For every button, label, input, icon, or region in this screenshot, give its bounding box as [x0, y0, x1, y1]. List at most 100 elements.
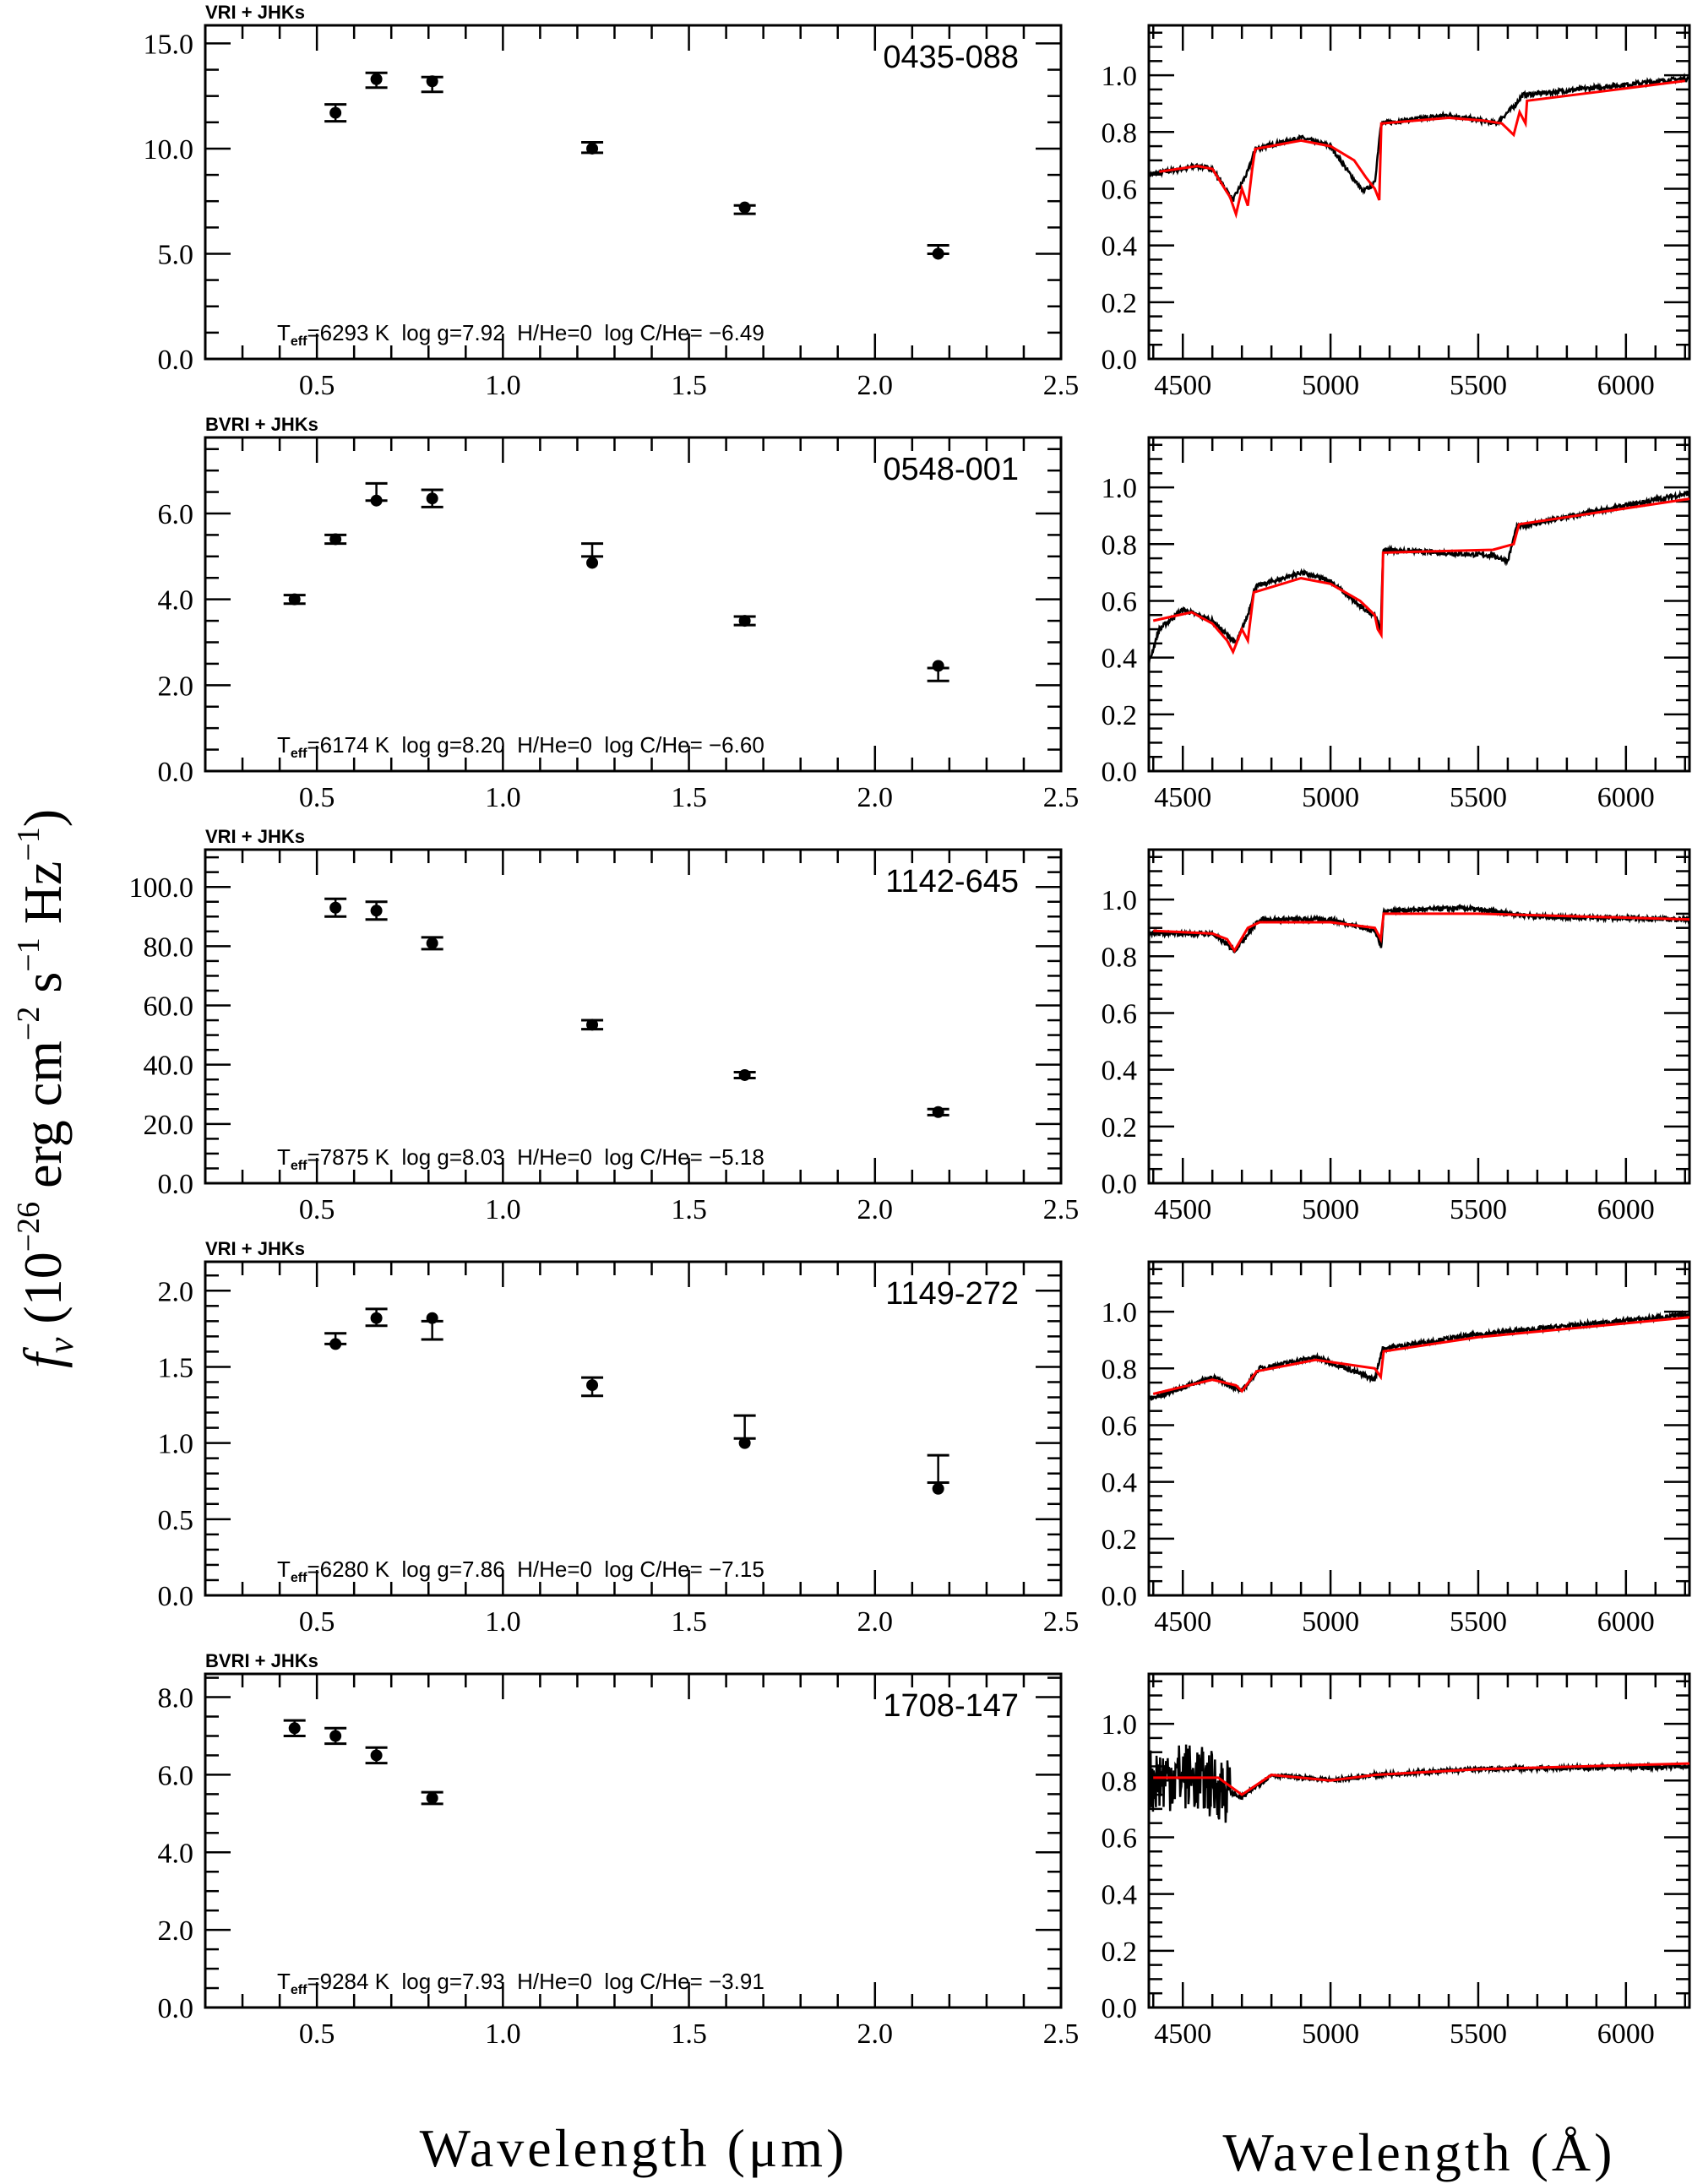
spectrum-panel-1: 4500 5000 5500 6000 0.0 0.2 0.4 0.6 0.8 1.0 [1102, 24, 1691, 401]
data-point [927, 1106, 949, 1118]
x-tick-label: 5000 [1302, 782, 1359, 813]
plot-frame [204, 24, 1063, 361]
y-tick-label: 0.0 [1102, 345, 1138, 376]
y-tick-label: 0.0 [1102, 757, 1138, 788]
x-tick-label: 2.5 [1043, 782, 1080, 813]
y-tick-label: 0.0 [158, 1993, 194, 2024]
x-tick-label: 4500 [1154, 2018, 1211, 2050]
plot-frame [1147, 24, 1691, 361]
x-tick-label: 1.0 [485, 2018, 521, 2050]
x-tick-label: 0.5 [299, 370, 335, 401]
y-tick-label: 4.0 [158, 1838, 194, 1869]
y-tick-label: 0.6 [1102, 1410, 1138, 1442]
x-tick-label: 5000 [1302, 2018, 1359, 2050]
y-tick-label: 1.0 [1102, 885, 1138, 916]
marker [288, 593, 301, 606]
y-axis-title: fν (10−26 erg cm−2 s−1 Hz−1) [11, 809, 81, 1368]
x-tick-label: 2.0 [857, 370, 894, 401]
y-tick-label: 15.0 [144, 29, 194, 60]
param-text: eff [291, 334, 307, 349]
x-tick-label: 2.0 [857, 1606, 894, 1638]
y-tick-label: 0.6 [1102, 998, 1138, 1030]
marker [932, 660, 944, 672]
x-tick-label: 1.5 [671, 370, 707, 401]
marker [586, 142, 599, 155]
data-point [421, 936, 443, 951]
fit-parameters: Teff=9284 K log g=7.93 H/He=0 log C/He= … [277, 1969, 764, 1997]
object-name: 1708-147 [883, 1688, 1019, 1724]
y-tick-label: 0.8 [1102, 530, 1138, 561]
y-tick-label: 0.4 [1102, 1468, 1138, 1499]
marker [370, 494, 383, 507]
x-tick-label: 1.0 [485, 370, 521, 401]
y-tick-label: 0.4 [1102, 1880, 1138, 1911]
y-tick-label: 0.5 [158, 1505, 194, 1536]
plot-frame [1147, 1260, 1691, 1597]
marker [329, 901, 342, 914]
data-point [283, 1719, 306, 1737]
x-tick-label: 5500 [1450, 782, 1507, 813]
x-tick-label: 5500 [1450, 1606, 1507, 1638]
marker [329, 1730, 342, 1742]
x-tick-label: 6000 [1597, 782, 1655, 813]
marker [329, 1338, 342, 1350]
data-point [927, 1453, 949, 1495]
plot-frame [204, 848, 1063, 1185]
marker [426, 937, 438, 949]
y-tick-label: 0.2 [1102, 1937, 1138, 1968]
y-tick-label: 1.5 [158, 1352, 194, 1383]
plot-frame [204, 1672, 1063, 2009]
bands-label: VRI + JHKs [205, 826, 305, 847]
x-axis-title-right: Wavelength (Å) [1223, 2122, 1616, 2182]
y-tick-label: 20.0 [144, 1110, 194, 1141]
y-tick-label: 2.0 [158, 1276, 194, 1307]
marker [738, 1068, 751, 1081]
data-point [324, 103, 347, 123]
photometry-panel-2: 0.5 1.0 1.5 2.0 2.5 0.0 2.0 4.0 6.0 BVRI + JHKs 05… [158, 414, 1080, 813]
y-tick-label: 10.0 [144, 134, 194, 166]
data-point [733, 615, 756, 627]
data-point [927, 660, 949, 682]
data-point [324, 1726, 347, 1746]
x-tick-label: 1.0 [485, 1606, 521, 1638]
model-spectrum [1152, 497, 1690, 655]
fit-parameters: Teff=6293 K log g=7.92 H/He=0 log C/He= … [277, 320, 764, 349]
panels: 0.5 1.0 1.5 2.0 2.5 0.0 5.0 10.0 15.0 VRI + JHKs 0… [129, 2, 1691, 2050]
spectrum-panel-2: 4500 5000 5500 6000 0.0 0.2 0.4 0.6 0.8 1.0 [1102, 436, 1691, 813]
marker [586, 1019, 599, 1031]
y-tick-label: 0.0 [158, 345, 194, 376]
param-text: eff [291, 747, 307, 761]
y-tick-label: 1.0 [158, 1429, 194, 1460]
x-tick-label: 2.0 [857, 782, 894, 813]
marker [426, 1791, 438, 1804]
spectrum-panel-4: 4500 5000 5500 6000 0.0 0.2 0.4 0.6 0.8 1.0 [1102, 1260, 1691, 1638]
y-tick-label: 5.0 [158, 239, 194, 270]
x-tick-label: 2.5 [1043, 2018, 1080, 2050]
x-tick-label: 6000 [1597, 1606, 1655, 1638]
marker [932, 1106, 944, 1118]
bands-label: BVRI + JHKs [205, 1650, 318, 1671]
data-point [365, 71, 388, 90]
x-tick-label: 0.5 [299, 2018, 335, 2050]
x-tick-label: 2.0 [857, 1194, 894, 1225]
x-tick-label: 4500 [1154, 1606, 1211, 1638]
object-name: 1142-645 [885, 864, 1019, 899]
marker [370, 1749, 383, 1762]
y-tick-label: 1.0 [1102, 61, 1138, 92]
param-text: =6293 K log g=7.92 H/He=0 log C/He= −6.4… [307, 320, 764, 345]
x-tick-label: 2.5 [1043, 370, 1080, 401]
y-tick-label: 80.0 [144, 932, 194, 963]
param-text: eff [291, 1983, 307, 1997]
model-spectrum [1158, 79, 1685, 220]
data-point [365, 481, 388, 507]
y-tick-label: 4.0 [158, 585, 194, 617]
y-tick-label: 1.0 [1102, 473, 1138, 504]
data-point [421, 75, 443, 94]
marker [426, 1312, 438, 1324]
spectrum-panel-3: 4500 5000 5500 6000 0.0 0.2 0.4 0.6 0.8 1.0 [1102, 848, 1691, 1225]
param-text: eff [291, 1159, 307, 1173]
y-tick-label: 1.0 [1102, 1297, 1138, 1328]
y-tick-label: 0.0 [1102, 1993, 1138, 2024]
x-tick-label: 2.0 [857, 2018, 894, 2050]
